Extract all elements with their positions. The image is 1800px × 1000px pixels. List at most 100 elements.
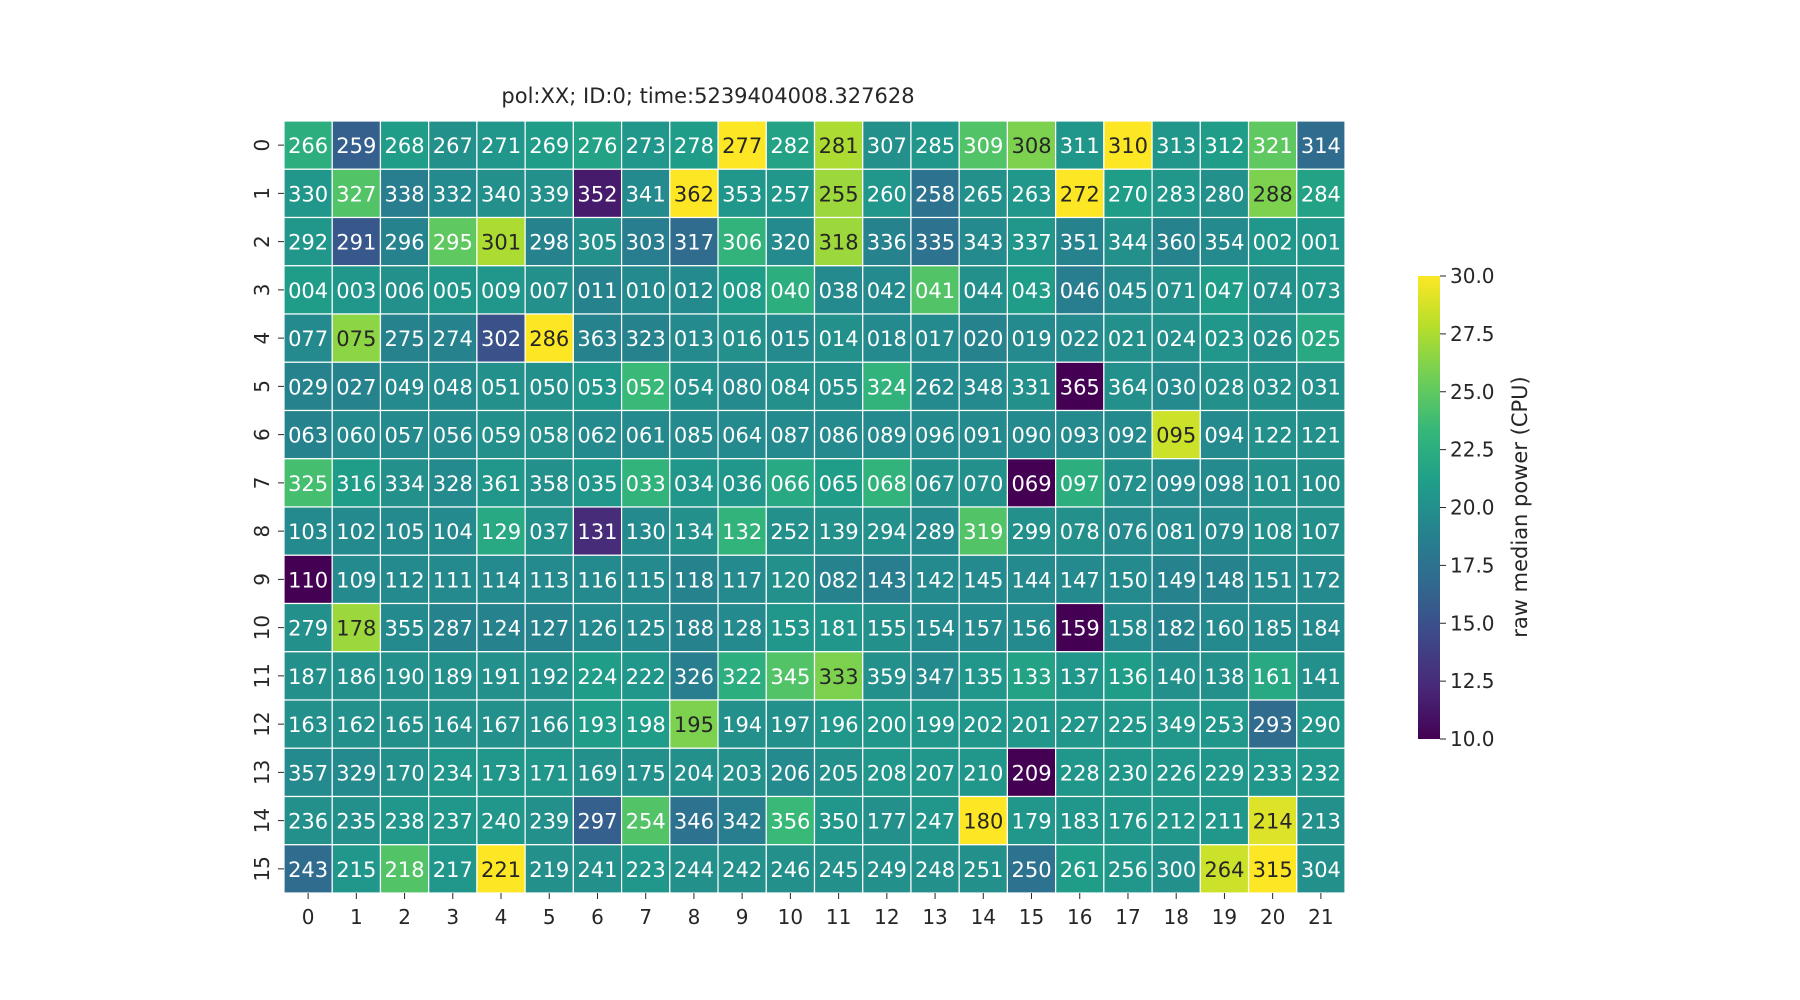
heatmap-cell (862, 265, 912, 315)
y-tick-label: 15 (250, 856, 274, 881)
cell-annotation: 328 (433, 472, 473, 496)
heatmap-cell (1103, 120, 1153, 170)
heatmap-cell (1247, 795, 1298, 846)
heatmap-cell (958, 795, 1009, 846)
cell-annotation: 012 (674, 279, 714, 303)
heatmap-cell (476, 602, 526, 653)
cell-annotation: 259 (336, 134, 376, 158)
cell-annotation: 261 (1060, 858, 1100, 882)
heatmap-cell (1055, 602, 1105, 653)
cell-annotation: 345 (770, 665, 810, 689)
heatmap-cell (1199, 216, 1250, 267)
cell-annotation: 016 (722, 327, 762, 351)
cell-annotation: 078 (1060, 520, 1100, 544)
cell-annotation: 049 (385, 375, 425, 399)
cell-annotation: 156 (1011, 617, 1051, 641)
cell-annotation: 325 (288, 472, 328, 496)
cell-annotation: 351 (1060, 231, 1100, 255)
heatmap-cell (572, 313, 623, 363)
heatmap-cell (524, 795, 574, 846)
x-tick-label: 7 (639, 905, 652, 929)
cell-annotation: 246 (770, 858, 810, 882)
cell-annotation: 047 (1204, 279, 1244, 303)
cell-annotation: 288 (1253, 182, 1293, 206)
cell-annotation: 213 (1301, 810, 1341, 834)
cell-annotation: 332 (433, 182, 473, 206)
cell-annotation: 232 (1301, 761, 1341, 785)
cell-annotation: 128 (722, 617, 762, 641)
cell-annotation: 253 (1204, 713, 1244, 737)
heatmap-cell (1151, 313, 1201, 363)
heatmap-cell (669, 651, 719, 701)
cell-annotation: 193 (577, 713, 617, 737)
cell-annotation: 283 (1156, 182, 1196, 206)
heatmap-cell (958, 651, 1009, 701)
cell-annotation: 224 (577, 665, 617, 689)
cell-annotation: 352 (577, 182, 617, 206)
cell-annotation: 315 (1253, 858, 1293, 882)
heatmap-cell (331, 602, 382, 653)
cell-annotation: 145 (963, 568, 1003, 592)
cell-annotation: 112 (385, 568, 425, 592)
y-tick-label: 6 (250, 428, 274, 441)
heatmap-cell (1151, 602, 1201, 653)
colorbar-label: raw median power (CPU) (1508, 376, 1532, 637)
cell-annotation: 041 (915, 279, 955, 303)
cell-annotation: 114 (481, 568, 521, 592)
heatmap-cell (1247, 361, 1298, 412)
cell-annotation: 035 (577, 472, 617, 496)
cell-annotation: 215 (336, 858, 376, 882)
heatmap-cell (283, 265, 333, 315)
cell-annotation: 170 (385, 761, 425, 785)
x-tick-label: 3 (446, 905, 459, 929)
cell-annotation: 307 (867, 134, 907, 158)
cell-annotation: 064 (722, 424, 762, 448)
heatmap-cell (862, 747, 912, 798)
cell-annotation: 063 (288, 424, 328, 448)
cell-annotation: 207 (915, 761, 955, 785)
cell-annotation: 326 (674, 665, 714, 689)
heatmap-cell (331, 699, 382, 749)
cell-annotation: 143 (867, 568, 907, 592)
heatmap-cell (1151, 795, 1201, 846)
colorbar-tick-label: 30.0 (1450, 264, 1495, 288)
cell-annotation: 310 (1108, 134, 1148, 158)
heatmap-cell (572, 216, 623, 267)
cell-annotation: 217 (433, 858, 473, 882)
cell-annotation: 171 (529, 761, 569, 785)
cell-annotation: 299 (1011, 520, 1051, 544)
cell-annotation: 093 (1060, 424, 1100, 448)
chart-title: pol:XX; ID:0; time:5239404008.327628 (501, 84, 914, 108)
cell-annotation: 324 (867, 375, 907, 399)
cell-annotation: 155 (867, 617, 907, 641)
heatmap-cell (1199, 699, 1250, 749)
heatmap-cell (1103, 506, 1153, 556)
heatmap-cell (476, 168, 526, 219)
cell-annotation: 066 (770, 472, 810, 496)
heatmap-cell (1103, 554, 1153, 605)
x-tick-label: 20 (1260, 905, 1285, 929)
heatmap-cell (524, 168, 574, 219)
cell-annotation: 061 (626, 424, 666, 448)
cell-annotation: 334 (385, 472, 425, 496)
cell-annotation: 163 (288, 713, 328, 737)
cell-annotation: 110 (288, 568, 328, 592)
heatmap-cell (910, 699, 960, 749)
heatmap-cell (765, 265, 816, 315)
cell-annotation: 289 (915, 520, 955, 544)
cell-annotation: 341 (626, 182, 666, 206)
cell-annotation: 364 (1108, 375, 1148, 399)
heatmap-cell (1006, 554, 1057, 605)
heatmap-cells: 266 259 268 267 271 269 276 273 278 277 282 281 307 2… (283, 120, 1346, 894)
cell-annotation: 298 (529, 231, 569, 255)
cell-annotation: 027 (336, 375, 376, 399)
cell-annotation: 327 (336, 182, 376, 206)
heatmap-cell (958, 168, 1009, 219)
cell-annotation: 243 (288, 858, 328, 882)
heatmap-cell (1055, 409, 1105, 460)
cell-annotation: 166 (529, 713, 569, 737)
cell-annotation: 195 (674, 713, 714, 737)
cell-annotation: 297 (577, 810, 617, 834)
cell-annotation: 263 (1011, 182, 1051, 206)
cell-annotation: 342 (722, 810, 762, 834)
